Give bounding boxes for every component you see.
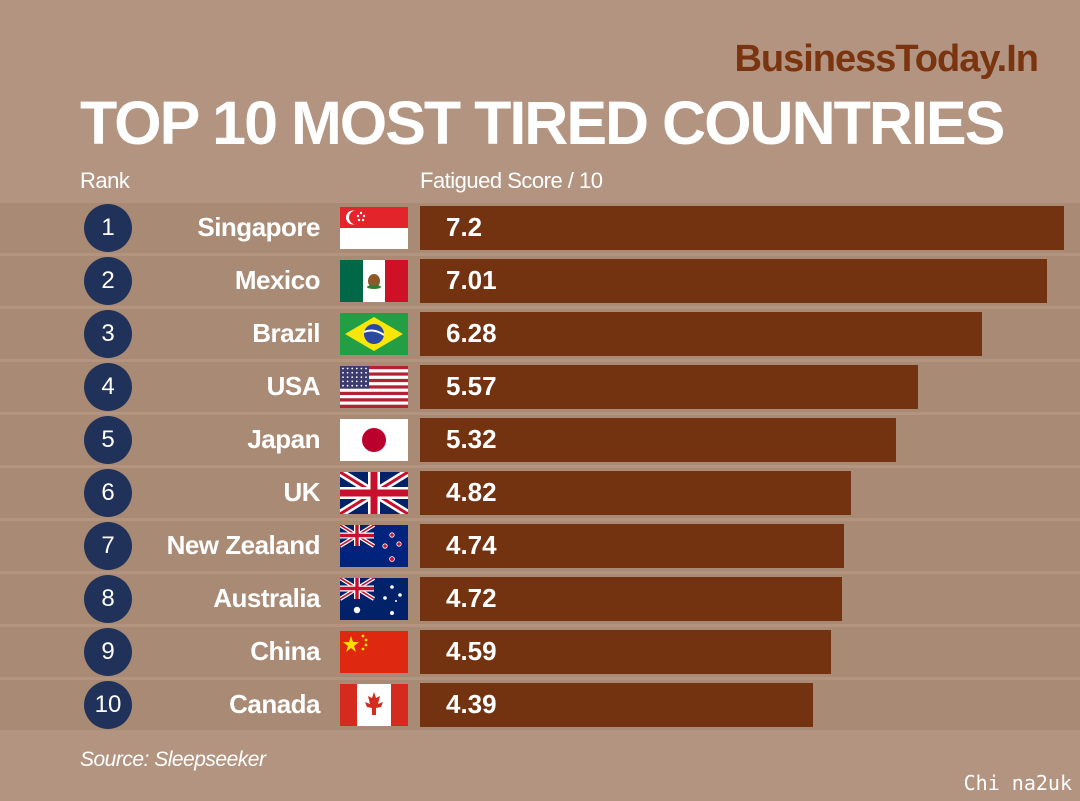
rank-badge: 7 [84, 522, 132, 570]
rank-badge: 9 [84, 628, 132, 676]
canada-flag-icon [340, 684, 408, 726]
bar [420, 418, 896, 462]
singapore-flag-icon [340, 207, 408, 249]
country-label: China [250, 636, 320, 666]
australia-flag-icon [340, 578, 408, 620]
bar-value-label: 5.57 [446, 371, 497, 401]
chart-row: 10 Canada 4.39 [0, 680, 1080, 730]
bar-value-label: 6.28 [446, 318, 497, 348]
rank-badge: 5 [84, 416, 132, 464]
bar-value-label: 4.39 [446, 689, 497, 719]
bar-value-label: 4.59 [446, 636, 497, 666]
country-label: Brazil [252, 318, 320, 348]
rank-badge: 3 [84, 310, 132, 358]
bar [420, 630, 831, 674]
chart-row: 3 Brazil 6.28 [0, 309, 1080, 359]
chart-title: TOP 10 MOST TIRED COUNTRIES [80, 89, 1005, 157]
bar-value-label: 7.2 [446, 212, 483, 242]
country-label: Canada [229, 689, 320, 719]
rank-badge: 6 [84, 469, 132, 517]
china-flag-icon [340, 631, 408, 673]
country-label: New Zealand [166, 530, 321, 560]
chart-row: 9 China 4.59 [0, 627, 1080, 677]
rank-badge: 10 [84, 681, 132, 729]
japan-flag-icon [340, 419, 408, 461]
bar [420, 683, 813, 727]
source-note: Source: Sleepseeker [80, 748, 266, 771]
country-label: Singapore [197, 212, 320, 242]
bar [420, 524, 844, 568]
uk-flag-icon [340, 472, 408, 514]
mexico-flag-icon [340, 260, 408, 302]
bar [420, 577, 843, 621]
score-column-header: Fatigued Score / 10 [420, 168, 603, 193]
bar [420, 471, 852, 515]
bar [420, 206, 1064, 250]
rank-badge: 1 [84, 204, 132, 252]
brazil-flag-icon [340, 313, 408, 355]
rank-badge: 4 [84, 363, 132, 411]
bar-value-label: 4.82 [446, 477, 497, 507]
country-label: USA [266, 371, 321, 401]
bar-value-label: 5.32 [446, 424, 497, 454]
bar [420, 259, 1047, 303]
watermark: Chi na2uk [963, 771, 1072, 795]
bar-value-label: 4.72 [446, 583, 497, 613]
country-label: Japan [247, 424, 320, 454]
rank-badge: 8 [84, 575, 132, 623]
brand-logo: BusinessToday.In [734, 38, 1039, 80]
chart-row: 8 Australia 4.72 [0, 574, 1080, 624]
rank-badge: 2 [84, 257, 132, 305]
bar [420, 365, 919, 409]
rank-column-header: Rank [80, 168, 130, 193]
country-label: UK [283, 477, 320, 507]
bar [420, 312, 982, 356]
usa-flag-icon [340, 366, 408, 408]
chart-row: 6 UK 4.82 [0, 468, 1080, 518]
chart-row: 2 Mexico 7.01 [0, 256, 1080, 306]
chart-row: 1 Singapore 7.2 [0, 203, 1080, 253]
new-zealand-flag-icon [340, 525, 408, 567]
bar-value-label: 7.01 [446, 265, 497, 295]
chart-row: 7 New Zealand 4.74 [0, 521, 1080, 571]
bar-value-label: 4.74 [446, 530, 497, 560]
chart-row: 4 USA 5.57 [0, 362, 1080, 412]
country-label: Mexico [234, 265, 321, 295]
country-label: Australia [213, 583, 320, 613]
chart-row: 5 Japan 5.32 [0, 415, 1080, 465]
